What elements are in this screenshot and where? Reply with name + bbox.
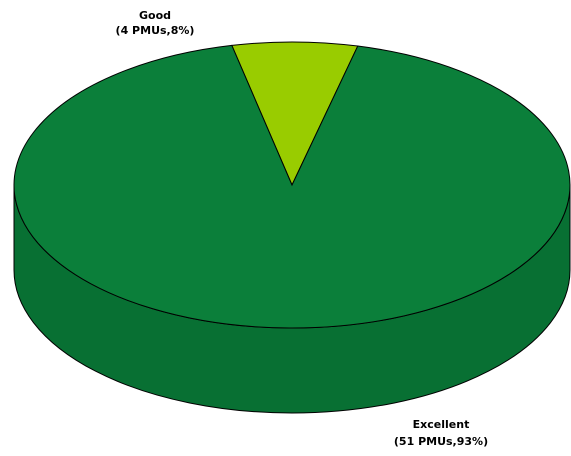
label-excellent-detail: (51 PMUs,93%) bbox=[394, 435, 488, 448]
label-good-detail: (4 PMUs,8%) bbox=[116, 24, 195, 37]
pie-slice-excellent bbox=[13, 44, 571, 329]
pie-slice-good bbox=[231, 41, 359, 187]
label-excellent-name: Excellent bbox=[413, 418, 470, 431]
pie-top bbox=[13, 41, 571, 329]
label-good-name: Good bbox=[139, 9, 171, 22]
pie-labels: Good (4 PMUs,8%) Excellent (51 PMUs,93%) bbox=[116, 9, 489, 448]
